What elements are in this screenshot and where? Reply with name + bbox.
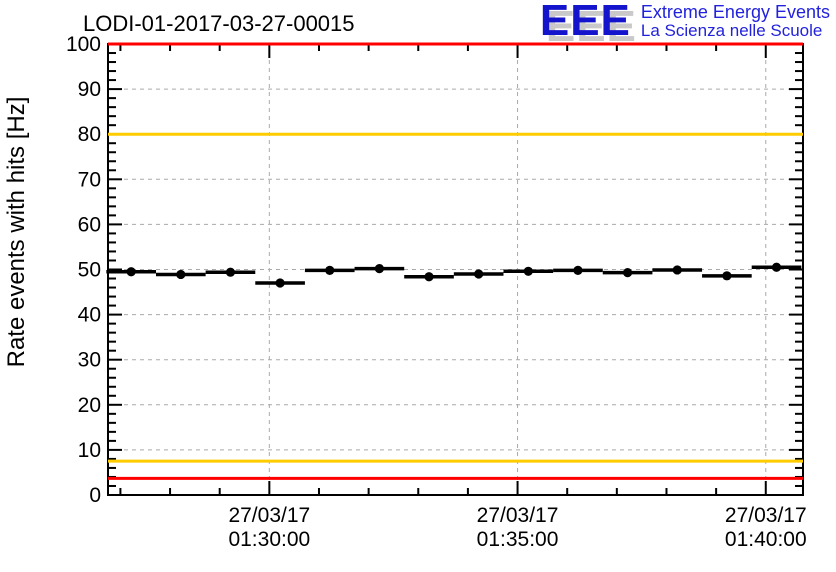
x-tick-time: 01:35:00 (477, 528, 559, 551)
data-point-marker (325, 265, 335, 276)
x-tick-time: 01:30:00 (228, 528, 310, 551)
data-point-marker (424, 272, 434, 282)
eee-logo: EEE Extreme Energy Events La Scienza nel… (539, 0, 830, 45)
data-point-marker (374, 263, 384, 274)
y-tick-label: 70 (78, 168, 101, 191)
threshold-lines (108, 42, 803, 480)
data-point-marker (225, 267, 236, 277)
y-tick-label: 100 (66, 33, 101, 56)
data-point-marker (622, 268, 633, 278)
plot-title: LODI-01-2017-03-27-00015 (83, 11, 355, 36)
data-point-marker (176, 269, 186, 280)
x-tick-time: 01:40:00 (725, 528, 807, 551)
data-point-marker (722, 271, 732, 281)
y-tick-label: 90 (78, 78, 101, 101)
x-tick-date: 27/03/17 (725, 504, 807, 527)
y-axis-title: Rate events with hits [Hz] (3, 97, 30, 368)
gridlines (108, 44, 803, 495)
eee-logo-acronym: EEE (539, 0, 631, 45)
y-tick-label: 20 (78, 394, 101, 417)
data-point-marker (474, 269, 484, 279)
y-tick-label: 40 (78, 304, 101, 327)
data-point-marker (275, 278, 285, 288)
y-tick-label: 60 (78, 213, 101, 236)
axis-labels: 010203040506070809010027/03/1701:30:0027… (66, 33, 807, 551)
y-tick-label: 30 (78, 349, 101, 372)
y-tick-label: 80 (78, 123, 101, 146)
data-point-marker (771, 262, 782, 272)
eee-logo-text: Extreme Energy Events La Scienza nelle S… (641, 1, 830, 40)
y-tick-label: 0 (89, 484, 101, 507)
y-tick-label: 50 (78, 259, 101, 282)
eee-logo-line2: La Scienza nelle Scuole (640, 21, 823, 40)
y-tick-label: 10 (78, 439, 101, 462)
data-point-marker (523, 266, 533, 276)
data-point-marker (126, 267, 136, 277)
eee-logo-line1: Extreme Energy Events (640, 2, 830, 22)
data-point-marker (672, 265, 682, 275)
x-tick-date: 27/03/17 (228, 504, 310, 527)
data-point-marker (573, 265, 583, 276)
data-series (106, 262, 802, 288)
x-tick-date: 27/03/17 (477, 504, 559, 527)
